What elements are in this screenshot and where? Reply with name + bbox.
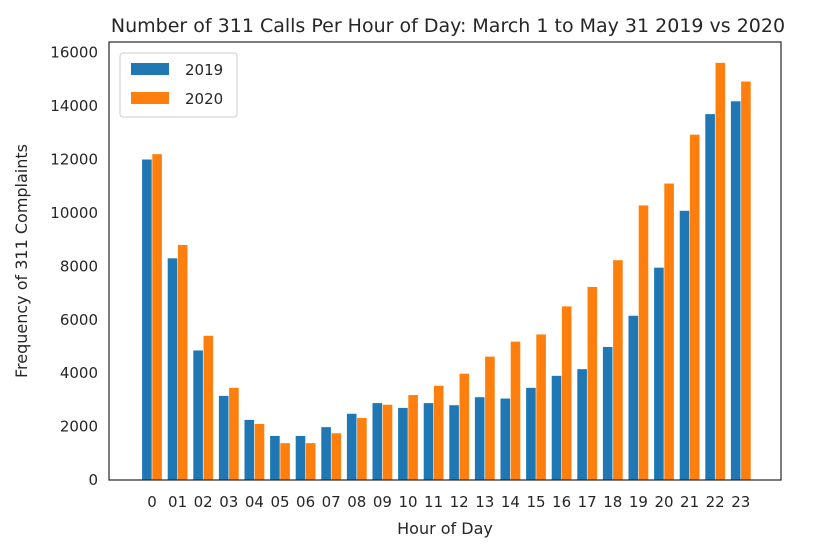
legend-label-2019: 2019 bbox=[185, 61, 223, 79]
bar-2020-0 bbox=[152, 154, 162, 481]
x-tick-label: 20 bbox=[654, 493, 673, 511]
bar-2020-14 bbox=[510, 341, 521, 480]
bar-2019-23 bbox=[730, 101, 741, 480]
x-tick-label: 15 bbox=[526, 493, 545, 511]
y-tick-label: 2000 bbox=[60, 418, 98, 436]
x-tick-label: 13 bbox=[475, 493, 494, 511]
bar-2020-22 bbox=[715, 62, 726, 480]
bar-2019-03 bbox=[218, 395, 229, 480]
y-tick-label: 4000 bbox=[60, 364, 98, 382]
bar-2019-10 bbox=[398, 407, 408, 480]
x-axis-label: Hour of Day bbox=[397, 519, 493, 538]
x-tick-label: 17 bbox=[578, 493, 597, 511]
y-tick-label: 10000 bbox=[50, 204, 98, 222]
plot-frame bbox=[108, 41, 782, 481]
x-tick-label: 21 bbox=[680, 493, 699, 511]
y-axis-ticks: 0 2000 4000 6000 8000 10000 12000 14000 16000 bbox=[50, 44, 98, 489]
bar-2020-13 bbox=[485, 356, 495, 480]
legend-label-2020: 2020 bbox=[185, 90, 223, 108]
bar-2019-01 bbox=[167, 258, 178, 480]
bar-2020-21 bbox=[689, 134, 700, 481]
y-tick-label: 12000 bbox=[50, 151, 98, 169]
bar-2020-02 bbox=[203, 335, 214, 480]
bar-2020-17 bbox=[587, 286, 598, 480]
y-tick-label: 14000 bbox=[50, 97, 98, 115]
bar-2019-13 bbox=[474, 397, 485, 480]
bar-2020-23 bbox=[741, 81, 751, 480]
y-tick-label: 6000 bbox=[60, 311, 98, 329]
x-tick-label: 23 bbox=[731, 493, 750, 511]
bar-2020-15 bbox=[536, 334, 546, 480]
x-tick-label: 14 bbox=[501, 493, 520, 511]
bar-2020-07 bbox=[331, 433, 342, 480]
x-tick-label: 05 bbox=[270, 493, 289, 511]
bar-2020-01 bbox=[177, 244, 188, 480]
bar-2020-16 bbox=[561, 306, 572, 480]
bar-2019-22 bbox=[705, 114, 715, 481]
bar-2019-02 bbox=[193, 350, 203, 480]
y-axis-label: Frequency of 311 Complaints bbox=[12, 144, 31, 378]
bars-group bbox=[142, 62, 751, 481]
bar-2019-09 bbox=[372, 403, 383, 480]
bar-2020-18 bbox=[613, 260, 623, 480]
x-axis-ticks: 0 01 02 03 04 05 06 07 08 09 10 11 12 13 14 15 16 17 18 19 2… bbox=[147, 493, 750, 511]
y-tick-label: 0 bbox=[88, 471, 98, 489]
legend: 2019 2020 bbox=[119, 52, 238, 118]
bar-2020-19 bbox=[638, 205, 649, 480]
x-tick-label: 11 bbox=[424, 493, 443, 511]
x-tick-label: 07 bbox=[322, 493, 341, 511]
legend-swatch-2020 bbox=[131, 92, 169, 104]
bar-2020-20 bbox=[664, 183, 674, 481]
y-tick-label: 16000 bbox=[50, 44, 98, 62]
bar-2019-04 bbox=[244, 419, 255, 480]
bar-2019-16 bbox=[551, 375, 562, 480]
x-tick-label: 08 bbox=[347, 493, 366, 511]
bar-2019-17 bbox=[577, 369, 587, 480]
x-tick-label: 18 bbox=[603, 493, 622, 511]
bar-2020-11 bbox=[433, 385, 444, 480]
bar-2019-21 bbox=[679, 210, 690, 481]
bar-2020-04 bbox=[254, 423, 265, 480]
chart-title: Number of 311 Calls Per Hour of Day: Mar… bbox=[111, 15, 785, 37]
bar-2019-19 bbox=[628, 315, 639, 480]
legend-swatch-2019 bbox=[131, 63, 169, 75]
bar-2020-10 bbox=[408, 395, 418, 480]
y-tick-label: 8000 bbox=[60, 257, 98, 275]
bar-2019-05 bbox=[270, 435, 280, 480]
x-tick-label: 04 bbox=[245, 493, 264, 511]
x-tick-label: 02 bbox=[194, 493, 213, 511]
bar-2020-05 bbox=[280, 443, 290, 480]
x-tick-label: 09 bbox=[373, 493, 392, 511]
bar-2019-15 bbox=[526, 387, 536, 480]
bar-2019-0 bbox=[142, 159, 152, 480]
bar-2019-14 bbox=[500, 398, 511, 480]
x-tick-label: 01 bbox=[168, 493, 187, 511]
x-tick-label: 22 bbox=[706, 493, 725, 511]
x-tick-label: 0 bbox=[147, 493, 157, 511]
x-tick-label: 12 bbox=[450, 493, 469, 511]
bar-2019-06 bbox=[295, 435, 306, 480]
x-tick-label: 16 bbox=[552, 493, 571, 511]
bar-2020-09 bbox=[382, 404, 393, 480]
bar-2020-06 bbox=[305, 443, 316, 480]
bar-2019-20 bbox=[654, 267, 664, 480]
x-tick-label: 10 bbox=[398, 493, 417, 511]
bar-2020-12 bbox=[459, 373, 470, 480]
x-tick-label: 03 bbox=[219, 493, 238, 511]
x-tick-label: 19 bbox=[629, 493, 648, 511]
bar-2020-08 bbox=[357, 418, 367, 480]
bar-2019-08 bbox=[346, 413, 357, 480]
x-tick-label: 06 bbox=[296, 493, 315, 511]
bar-2019-12 bbox=[449, 405, 459, 480]
bar-2019-18 bbox=[602, 347, 613, 480]
bar-2020-03 bbox=[229, 387, 239, 480]
bar-2019-07 bbox=[321, 427, 331, 480]
bar-2019-11 bbox=[423, 403, 434, 480]
